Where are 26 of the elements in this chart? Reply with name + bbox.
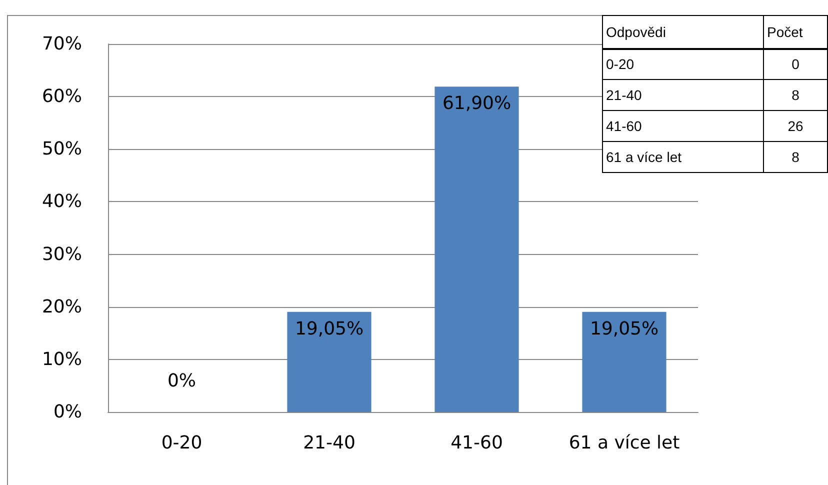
annotation: 0-20	[605, 55, 636, 74]
x-tick-label: 21-40	[303, 432, 356, 454]
x-tick-label: 41-60	[450, 432, 503, 454]
text: 0	[764, 48, 828, 80]
x-tick-label: 61 a více let	[568, 432, 680, 454]
data-label: 19,05%	[294, 318, 364, 340]
x-tick-label: 0-20	[161, 432, 202, 454]
annotation: 41-60	[605, 117, 643, 136]
y-tick-label: 60%	[42, 86, 82, 108]
y-tick-label: 40%	[42, 191, 82, 212]
annotation: 21-40	[605, 86, 643, 105]
y-tick-label: 10%	[42, 348, 82, 370]
text: Počet	[764, 16, 828, 48]
y-tick-label: 0%	[53, 402, 82, 422]
y-tick-label: 70%	[42, 34, 82, 54]
y-tick-label: 50%	[42, 138, 82, 160]
text: 8	[764, 142, 828, 172]
text: 26	[764, 110, 828, 142]
annotation: 61 a více let	[605, 148, 682, 167]
y-tick-label: 20%	[42, 296, 82, 318]
data-label: 19,05%	[590, 318, 659, 340]
data-label: 61,90%	[442, 93, 512, 114]
text: Odpovědi	[605, 22, 667, 42]
text: 8	[764, 80, 828, 110]
data-label: 0%	[167, 370, 196, 392]
y-tick-label: 30%	[42, 244, 82, 265]
